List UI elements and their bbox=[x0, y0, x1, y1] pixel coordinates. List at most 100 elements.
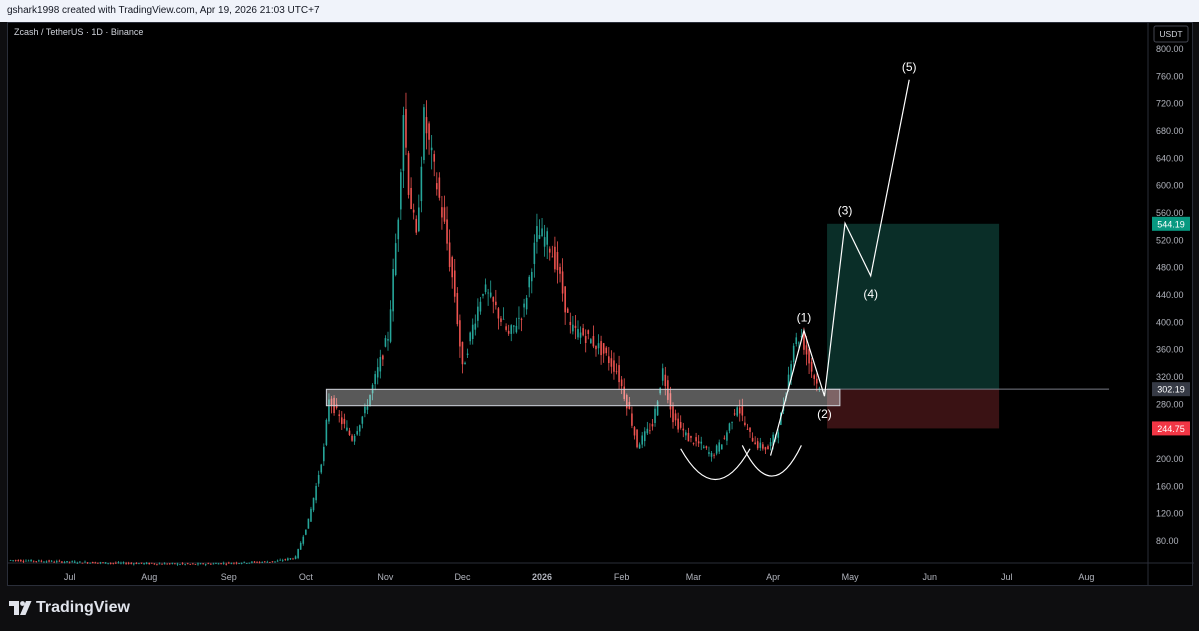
candle-body bbox=[122, 562, 125, 564]
price-chart[interactable]: 800.00 760.00 720.00 680.00 640.00 600.00 560.… bbox=[8, 23, 1194, 587]
candle-body bbox=[348, 430, 351, 435]
candle-body bbox=[394, 243, 397, 276]
candle-body bbox=[477, 306, 479, 321]
candle-body bbox=[307, 518, 310, 529]
y-tick-label: 400.00 bbox=[1156, 317, 1184, 327]
y-tick-label: 600.00 bbox=[1156, 181, 1184, 191]
candle-body bbox=[682, 428, 685, 431]
candle-body bbox=[238, 563, 240, 564]
candle-body bbox=[107, 563, 109, 565]
candle-body bbox=[53, 561, 56, 563]
candle-body bbox=[602, 343, 605, 354]
candle-body bbox=[292, 558, 294, 560]
candle-body bbox=[815, 378, 818, 384]
candle-body bbox=[731, 421, 733, 423]
candle-body bbox=[600, 341, 602, 356]
candle-body bbox=[61, 561, 63, 563]
candle-body bbox=[84, 561, 86, 563]
candle-body bbox=[474, 323, 477, 330]
candle-body bbox=[536, 226, 538, 242]
candle-body bbox=[405, 109, 407, 148]
candle-body bbox=[656, 401, 659, 416]
y-tick-label: 200.00 bbox=[1156, 454, 1184, 464]
candle-body bbox=[751, 437, 754, 442]
tradingview-logo[interactable]: TradingView bbox=[8, 598, 130, 620]
candle-body bbox=[574, 325, 577, 328]
candle-body bbox=[726, 432, 728, 441]
candle-body bbox=[50, 560, 53, 562]
candle-body bbox=[353, 435, 356, 442]
candle-body bbox=[320, 464, 323, 473]
candle-body bbox=[446, 219, 448, 244]
candle-body bbox=[225, 563, 228, 565]
candle-body bbox=[764, 447, 767, 450]
candle-body bbox=[572, 324, 574, 332]
target-zone bbox=[827, 223, 1000, 390]
candle-body bbox=[174, 563, 176, 565]
candle-body bbox=[818, 387, 821, 389]
candle-body bbox=[120, 562, 122, 564]
candle-body bbox=[145, 562, 148, 564]
attribution-bar: gshark1998 created with TradingView.com,… bbox=[0, 0, 1199, 22]
candle-body bbox=[99, 562, 102, 564]
candle-body bbox=[289, 558, 292, 560]
candle-body bbox=[253, 561, 256, 563]
candle-body bbox=[777, 432, 780, 438]
candle-body bbox=[489, 292, 492, 297]
candle-body bbox=[551, 256, 554, 258]
candle-body bbox=[199, 563, 202, 565]
candle-body bbox=[543, 237, 546, 247]
candle-body bbox=[27, 560, 30, 562]
candle-body bbox=[538, 235, 541, 239]
candle-body bbox=[91, 561, 94, 564]
candle-body bbox=[204, 564, 207, 565]
candle-body bbox=[55, 561, 58, 562]
candle-body bbox=[733, 413, 736, 415]
candle-body bbox=[176, 563, 179, 565]
candle-body bbox=[697, 441, 700, 444]
candle-body bbox=[89, 562, 91, 564]
candle-body bbox=[86, 562, 89, 564]
candle-body bbox=[389, 309, 392, 342]
candle-body bbox=[287, 558, 289, 561]
candle-body bbox=[420, 166, 423, 202]
candle-body bbox=[633, 427, 636, 436]
price-label-text: 244.75 bbox=[1157, 424, 1185, 434]
candle-body bbox=[443, 207, 446, 222]
candle-body bbox=[579, 332, 582, 338]
candle-body bbox=[520, 318, 523, 320]
x-tick-label: 2026 bbox=[532, 572, 552, 582]
candle-body bbox=[140, 562, 143, 564]
candle-body bbox=[533, 242, 536, 264]
candle-body bbox=[466, 353, 469, 355]
candle-body bbox=[597, 343, 600, 349]
candle-body bbox=[17, 560, 20, 562]
candle-body bbox=[117, 562, 120, 564]
candle-body bbox=[792, 345, 795, 362]
candle-body bbox=[397, 219, 400, 240]
candle-body bbox=[256, 562, 258, 564]
candle-body bbox=[798, 342, 800, 344]
candle-body bbox=[813, 375, 816, 379]
candle-body bbox=[605, 347, 608, 354]
candle-body bbox=[35, 561, 38, 562]
x-tick-label: Aug bbox=[1078, 572, 1094, 582]
candle-body bbox=[715, 445, 718, 454]
symbol-title[interactable]: Zcash / TetherUS · 1D · Binance bbox=[14, 27, 144, 37]
candle-body bbox=[156, 563, 158, 565]
candle-body bbox=[749, 427, 751, 432]
candle-body bbox=[127, 562, 130, 564]
candle-body bbox=[738, 407, 741, 414]
candle-body bbox=[402, 115, 405, 171]
y-tick-label: 720.00 bbox=[1156, 99, 1184, 109]
candle-body bbox=[343, 418, 346, 424]
elliott-wave-path bbox=[769, 79, 910, 456]
candle-body bbox=[425, 117, 428, 134]
chart-panel[interactable]: 800.00 760.00 720.00 680.00 640.00 600.00 560.… bbox=[7, 22, 1194, 587]
candle-body bbox=[374, 374, 376, 385]
candle-body bbox=[186, 563, 189, 565]
candle-body bbox=[441, 207, 443, 218]
candle-body bbox=[130, 563, 133, 565]
candle-body bbox=[115, 562, 117, 564]
candle-body bbox=[171, 563, 174, 564]
